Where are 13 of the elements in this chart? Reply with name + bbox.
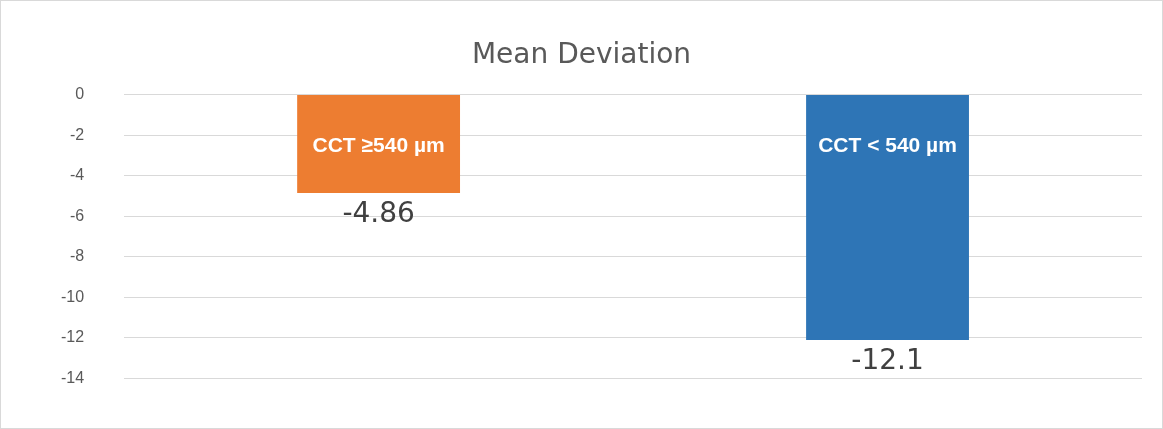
data-label: -12.1	[851, 343, 924, 377]
chart-title: Mean Deviation	[471, 37, 692, 71]
y-tick-label: -2	[69, 125, 85, 143]
x-tick-label: CCT < 540 µm	[818, 132, 957, 156]
y-tick-label: -6	[69, 206, 85, 224]
x-tick-label: CCT ≥540 µm	[312, 132, 445, 156]
y-tick-label: -8	[69, 247, 85, 265]
y-tick-label: -10	[61, 287, 85, 305]
y-tick-label: 0	[75, 85, 85, 103]
y-tick-label: -14	[61, 368, 85, 386]
y-tick-label: -12	[61, 328, 85, 346]
data-label: -4.86	[342, 196, 415, 230]
y-tick-label: -4	[69, 166, 85, 184]
